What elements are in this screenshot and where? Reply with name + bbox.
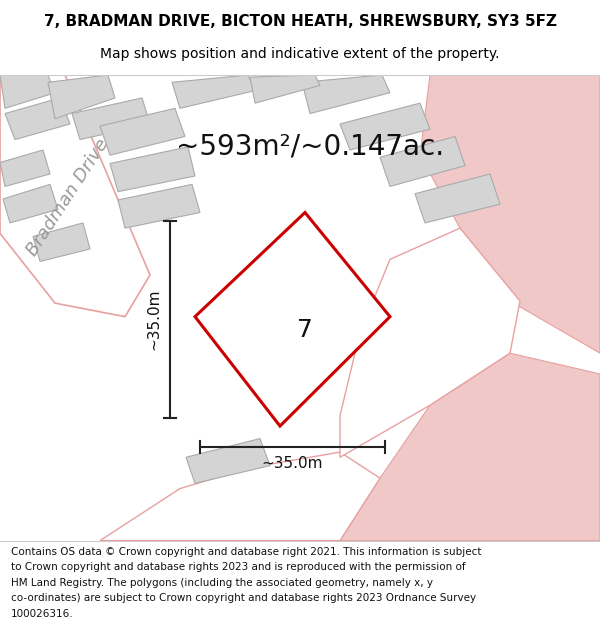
Polygon shape xyxy=(72,98,150,139)
Polygon shape xyxy=(5,98,70,139)
Text: Contains OS data © Crown copyright and database right 2021. This information is : Contains OS data © Crown copyright and d… xyxy=(11,546,481,556)
Polygon shape xyxy=(100,452,380,541)
Polygon shape xyxy=(250,75,320,103)
Polygon shape xyxy=(186,439,270,483)
Polygon shape xyxy=(3,184,58,223)
Text: HM Land Registry. The polygons (including the associated geometry, namely x, y: HM Land Registry. The polygons (includin… xyxy=(11,578,433,587)
Text: ~593m²/~0.147ac.: ~593m²/~0.147ac. xyxy=(176,133,444,161)
Text: Map shows position and indicative extent of the property.: Map shows position and indicative extent… xyxy=(100,47,500,61)
Text: 7: 7 xyxy=(297,318,313,342)
Polygon shape xyxy=(172,75,255,108)
Polygon shape xyxy=(0,75,150,317)
Polygon shape xyxy=(33,223,90,261)
Polygon shape xyxy=(340,353,600,541)
Text: to Crown copyright and database rights 2023 and is reproduced with the permissio: to Crown copyright and database rights 2… xyxy=(11,562,466,572)
Polygon shape xyxy=(0,150,50,186)
Polygon shape xyxy=(118,184,200,228)
Text: 100026316.: 100026316. xyxy=(11,609,73,619)
Text: co-ordinates) are subject to Crown copyright and database rights 2023 Ordnance S: co-ordinates) are subject to Crown copyr… xyxy=(11,593,476,603)
Polygon shape xyxy=(110,147,195,192)
Polygon shape xyxy=(195,213,390,426)
Polygon shape xyxy=(0,75,55,108)
Polygon shape xyxy=(340,228,520,458)
Text: ~35.0m: ~35.0m xyxy=(262,456,323,471)
Polygon shape xyxy=(100,108,185,155)
Polygon shape xyxy=(302,75,390,114)
Polygon shape xyxy=(48,75,115,119)
Polygon shape xyxy=(340,103,430,150)
Text: ~35.0m: ~35.0m xyxy=(146,289,161,350)
Polygon shape xyxy=(415,174,500,223)
Text: Bradman Drive: Bradman Drive xyxy=(23,135,113,259)
Text: 7, BRADMAN DRIVE, BICTON HEATH, SHREWSBURY, SY3 5FZ: 7, BRADMAN DRIVE, BICTON HEATH, SHREWSBU… xyxy=(44,14,557,29)
Polygon shape xyxy=(420,75,600,353)
Polygon shape xyxy=(380,136,465,186)
